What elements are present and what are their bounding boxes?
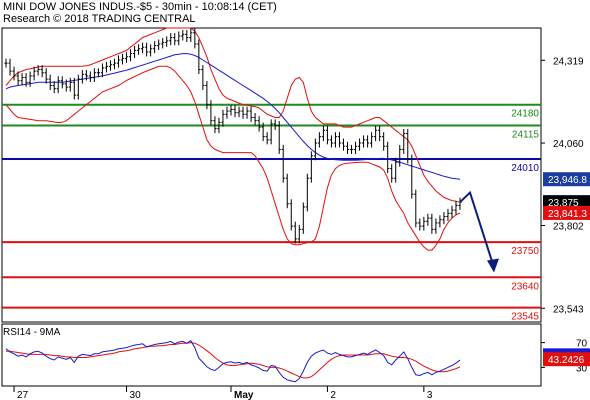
price-bars xyxy=(4,28,462,244)
price-tag-label-moving_average: 23,946.8 xyxy=(548,175,587,186)
price-panel-frame xyxy=(1,27,542,323)
rsi-tag-label-ma_tag: 43.2426 xyxy=(548,355,585,366)
research-credit: Research © 2018 TRADING CENTRAL xyxy=(3,13,196,25)
price-tag-bollinger_lower xyxy=(543,205,590,220)
price-tick-label: 24,319 xyxy=(553,56,584,67)
rsi-tick-label: 70 xyxy=(576,339,588,350)
time-tick-label: 30 xyxy=(130,390,142,400)
bollinger-upper-line xyxy=(5,27,461,203)
bollinger-lower-line xyxy=(5,65,461,251)
level-label-24115: 24115 xyxy=(512,129,540,140)
time-axis-ticks: 27 30 May 2 3 xyxy=(13,386,433,400)
level-label-24010: 24010 xyxy=(511,163,539,174)
price-tag-last_price xyxy=(543,195,590,210)
time-tick-label: May xyxy=(234,390,254,400)
moving-average-line xyxy=(5,53,461,180)
price-tick-label: 24,060 xyxy=(553,139,584,150)
price-tick-label: 23,543 xyxy=(553,304,584,315)
indicator-lines xyxy=(5,27,461,251)
chart-title: MINI DOW JONES INDUS.-$5 - 30min - 10:08… xyxy=(3,1,277,13)
price-axis-ticks: 24,319 24,060 23,802 23,543 xyxy=(541,56,584,315)
price-tag-moving_average xyxy=(543,172,590,187)
rsi-line xyxy=(5,340,461,383)
level-label-23640: 23640 xyxy=(511,281,539,292)
projection-arrow-head xyxy=(487,258,499,273)
level-label-23750: 23750 xyxy=(511,246,539,257)
rsi-panel-frame xyxy=(1,323,542,387)
price-tag-label-last_price: 23,875 xyxy=(548,198,579,209)
level-label-23545: 23545 xyxy=(511,312,539,323)
time-tick-label: 27 xyxy=(17,390,29,400)
time-tick-label: 2 xyxy=(330,390,336,400)
rsi-tag-ma_tag xyxy=(543,352,590,367)
rsi-panel-label: RSI14 - 9MA xyxy=(3,327,61,338)
rsi-tick-label: 30 xyxy=(576,363,588,374)
projection-arrow xyxy=(459,190,499,273)
time-tick-label: 3 xyxy=(427,390,433,400)
projection-arrow-line xyxy=(459,190,494,265)
rsi-lines: 703049.474443.2426 xyxy=(5,339,590,383)
price-tick-label: 23,802 xyxy=(553,221,584,232)
level-label-24180: 24180 xyxy=(511,109,539,120)
rsi-ma-line xyxy=(6,342,461,379)
price-tag-label-bollinger_lower: 23,841.3 xyxy=(548,209,587,220)
